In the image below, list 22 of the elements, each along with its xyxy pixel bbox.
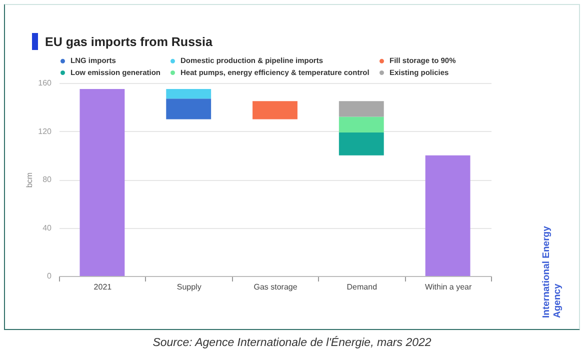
y-axis-title: bcm xyxy=(25,172,34,188)
bar xyxy=(425,155,470,276)
bar xyxy=(80,89,125,276)
chart-title: EU gas imports from Russia xyxy=(45,34,212,48)
x-tick-label: Gas storage xyxy=(254,282,298,292)
bar xyxy=(338,132,384,156)
y-tick-label: 0 xyxy=(47,272,52,280)
y-tick-label: 40 xyxy=(42,223,52,232)
bar xyxy=(338,116,384,132)
bar xyxy=(166,89,212,99)
y-tick-label: 120 xyxy=(38,126,52,136)
y-tick-label: 160 xyxy=(38,78,52,88)
y-tick-label: 80 xyxy=(42,175,52,184)
text: International Energy Agency xyxy=(541,225,563,318)
x-tick-label: Within a year xyxy=(424,282,472,292)
x-tick-label: 2021 xyxy=(94,282,112,292)
bar xyxy=(252,101,298,120)
bar xyxy=(338,101,384,117)
source-note: Source: Agence Internationale de l'Énergie, mars 2022 xyxy=(152,337,432,349)
bar xyxy=(166,98,212,120)
x-tick-label: Supply xyxy=(176,282,202,292)
x-tick-label: Demand xyxy=(346,282,378,292)
